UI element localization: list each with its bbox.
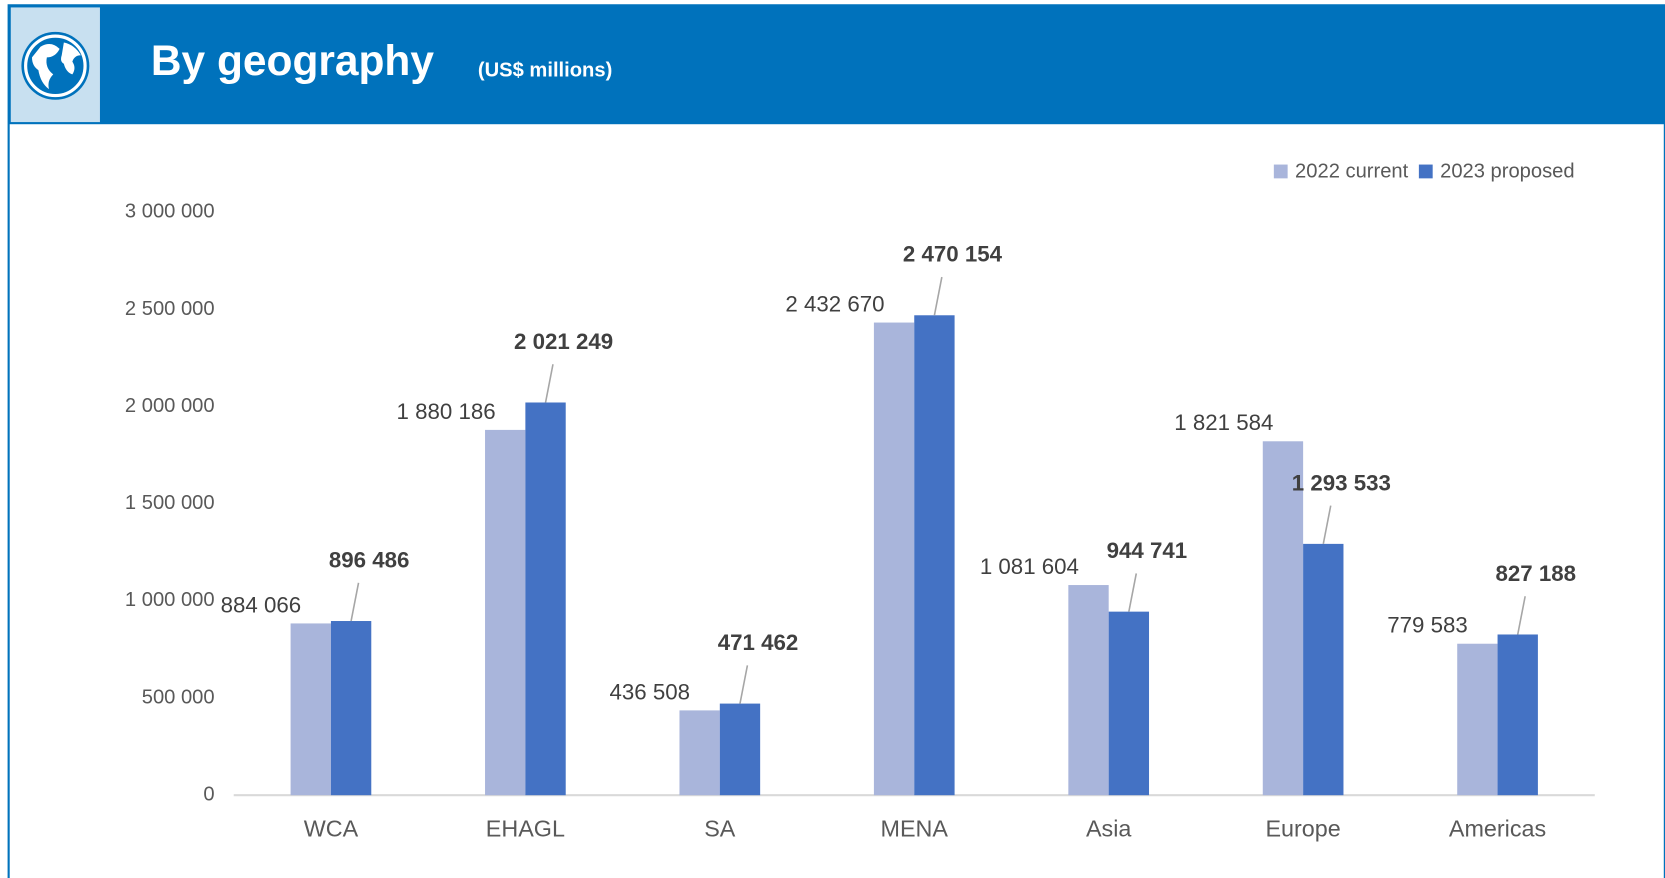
value-label: 2 021 249	[514, 329, 613, 354]
value-label: 1 081 604	[980, 554, 1079, 579]
value-label: 1 821 584	[1174, 410, 1273, 435]
bar	[1262, 441, 1304, 796]
value-label: 2 470 154	[903, 242, 1003, 267]
x-tick-label: SA	[704, 815, 736, 841]
bar	[1303, 543, 1344, 796]
legend-label: 2022 current	[1295, 160, 1409, 182]
bar	[1457, 643, 1498, 796]
globe-icon	[21, 31, 90, 100]
bar	[719, 703, 761, 796]
chart-subtitle: (US$ millions)	[478, 59, 612, 81]
leader-line	[739, 665, 749, 704]
leader-line	[1516, 596, 1526, 635]
header-band	[8, 5, 1665, 125]
leader-line	[544, 364, 554, 403]
value-label: 436 508	[610, 679, 691, 704]
x-tick-label: EHAGL	[486, 815, 565, 841]
value-label: 2 432 670	[785, 291, 884, 316]
bar	[1497, 634, 1538, 796]
value-label: 944 741	[1107, 538, 1188, 563]
value-label: 779 583	[1387, 613, 1468, 638]
bar	[1108, 611, 1150, 796]
y-tick-label: 0	[203, 784, 214, 806]
bar	[485, 429, 526, 796]
x-tick-label: WCA	[304, 815, 359, 841]
bar	[330, 621, 372, 796]
legend-swatch	[1273, 164, 1288, 179]
y-tick-label: 3 000 000	[125, 201, 215, 223]
bar	[679, 710, 720, 796]
value-label: 471 462	[718, 630, 799, 655]
legend-swatch	[1418, 164, 1433, 179]
bar	[290, 623, 331, 796]
y-tick-label: 500 000	[142, 686, 215, 708]
y-tick-label: 1 500 000	[125, 492, 215, 514]
leader-line	[350, 582, 360, 622]
value-label: 884 066	[221, 592, 302, 617]
bar	[525, 402, 566, 796]
value-label: 1 880 186	[397, 399, 496, 424]
x-tick-label: Americas	[1449, 815, 1546, 841]
x-tick-label: MENA	[881, 815, 949, 841]
leader-line	[1322, 505, 1332, 545]
value-label: 896 486	[329, 547, 410, 572]
y-tick-label: 2 000 000	[125, 395, 215, 417]
leader-line	[1128, 573, 1138, 612]
value-label: 827 188	[1496, 561, 1577, 586]
chart-frame	[7, 4, 1665, 878]
bar	[1068, 585, 1109, 796]
chart-title: By geography	[151, 37, 434, 84]
bar	[873, 322, 915, 796]
value-label: 1 293 533	[1292, 470, 1391, 495]
leader-line	[933, 276, 943, 316]
bar	[914, 315, 955, 796]
y-tick-label: 2 500 000	[125, 298, 215, 320]
x-tick-label: Europe	[1265, 815, 1340, 841]
legend-label: 2023 proposed	[1440, 160, 1575, 182]
x-tick-label: Asia	[1086, 815, 1131, 841]
y-tick-label: 1 000 000	[125, 589, 215, 611]
